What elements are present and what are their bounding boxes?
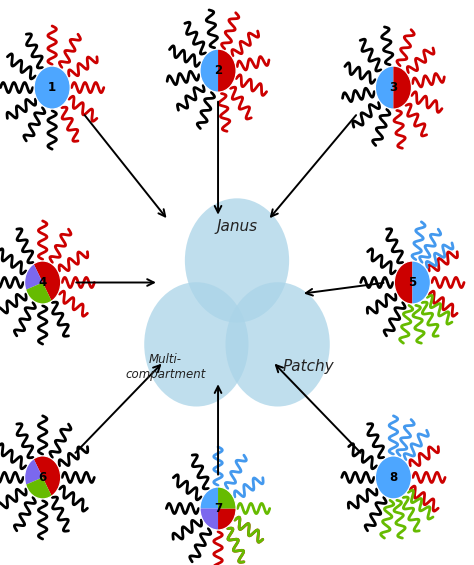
Wedge shape <box>200 49 218 92</box>
Wedge shape <box>218 49 236 92</box>
Circle shape <box>226 282 330 407</box>
Wedge shape <box>25 459 43 485</box>
Wedge shape <box>26 477 52 499</box>
Wedge shape <box>25 264 43 290</box>
Text: 5: 5 <box>408 276 417 289</box>
Text: Multi-
compartment: Multi- compartment <box>125 353 206 381</box>
Text: 1: 1 <box>48 81 56 94</box>
Text: 3: 3 <box>389 81 398 94</box>
Wedge shape <box>34 66 70 109</box>
Wedge shape <box>34 261 61 301</box>
Wedge shape <box>34 456 61 496</box>
Wedge shape <box>412 261 430 304</box>
Text: Patchy: Patchy <box>283 359 334 375</box>
Text: 7: 7 <box>214 502 222 515</box>
Text: Janus: Janus <box>217 219 257 234</box>
Circle shape <box>185 198 289 323</box>
Wedge shape <box>393 66 411 109</box>
Text: 2: 2 <box>214 64 222 77</box>
Text: 4: 4 <box>38 276 47 289</box>
Circle shape <box>144 282 248 407</box>
Text: 8: 8 <box>389 471 398 484</box>
Wedge shape <box>218 487 236 508</box>
Wedge shape <box>26 282 52 304</box>
Wedge shape <box>375 66 393 109</box>
Wedge shape <box>394 261 412 304</box>
Wedge shape <box>200 508 218 530</box>
Wedge shape <box>200 487 218 508</box>
Text: 6: 6 <box>38 471 47 484</box>
Wedge shape <box>218 508 236 530</box>
Wedge shape <box>375 456 411 499</box>
